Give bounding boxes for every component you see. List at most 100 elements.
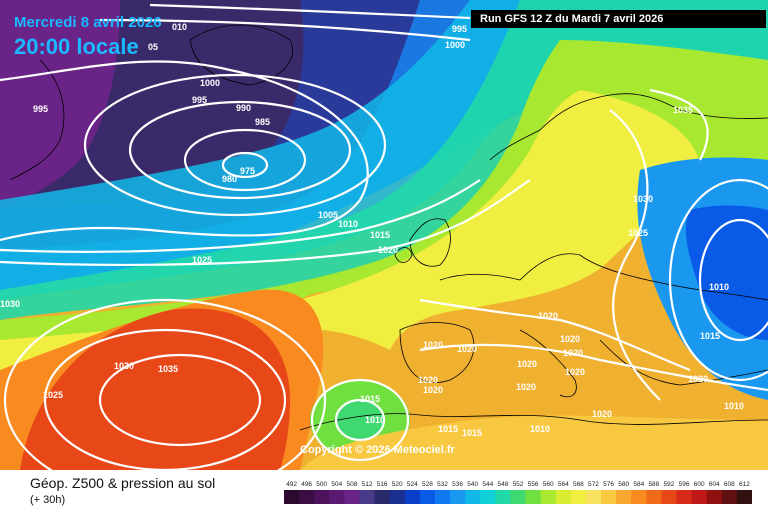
forecast-date: Mercredi 8 avril 2026	[14, 14, 162, 31]
isobar-label: 975	[240, 166, 255, 176]
scale-tick-label: 576	[603, 481, 614, 488]
scale-swatch	[646, 490, 662, 504]
scale-swatch	[450, 490, 466, 504]
scale-swatch	[601, 490, 617, 504]
scale-swatch	[434, 490, 451, 504]
isobar-label: 995	[33, 104, 48, 114]
scale-tick-label: 524	[407, 481, 418, 488]
scale-swatch	[404, 490, 421, 504]
isobar-label: 1020	[516, 382, 536, 392]
scale-swatch	[359, 490, 376, 504]
isobar-label: 1025	[43, 390, 63, 400]
isobar-label: 1015	[360, 394, 380, 404]
scale-tick-label: 532	[437, 481, 448, 488]
scale-swatch	[661, 490, 678, 504]
scale-tick-label: 600	[694, 481, 705, 488]
scale-tick-label: 608	[724, 481, 735, 488]
isobar-label: 1015	[370, 230, 390, 240]
isobar-label: 995	[192, 95, 207, 105]
scale-tick-label: 568	[573, 481, 584, 488]
isobar-label: 1020	[688, 374, 708, 384]
scale-tick-label: 564	[558, 481, 569, 488]
isobar-label: 1020	[378, 245, 398, 255]
isobar-label: 1010	[724, 401, 744, 411]
scale-swatch	[616, 490, 632, 504]
isobar-label: 995	[452, 24, 467, 34]
scale-swatch	[314, 490, 330, 504]
isobar-label: 1010	[365, 415, 385, 425]
scale-tick-label: 520	[392, 481, 403, 488]
isobar-label: 1030	[633, 194, 653, 204]
scale-tick-label: 504	[331, 481, 342, 488]
scale-swatch	[721, 490, 738, 504]
isobar-label: 1020	[592, 409, 612, 419]
map-title: Géop. Z500 & pression au sol	[30, 475, 216, 491]
scale-swatch	[495, 490, 511, 504]
isobar-label: 1030	[0, 299, 20, 309]
scale-swatch	[706, 490, 723, 504]
isobar-label: 1035	[158, 364, 178, 374]
scale-tick-label: 512	[362, 481, 373, 488]
scale-swatch	[344, 490, 360, 504]
isobar-label: 010	[172, 22, 187, 32]
scale-tick-label: 588	[648, 481, 659, 488]
scale-tick-label: 496	[301, 481, 312, 488]
scale-swatch	[540, 490, 557, 504]
scale-tick-label: 516	[377, 481, 388, 488]
scale-tick-label: 572	[588, 481, 599, 488]
scale-tick-label: 596	[679, 481, 690, 488]
isobar-label: 990	[236, 103, 251, 113]
scale-tick-label: 592	[664, 481, 675, 488]
forecast-time: 20:00 locale	[14, 34, 139, 59]
forecast-offset: (+ 30h)	[30, 494, 66, 506]
isobar-label: 1025	[192, 255, 212, 265]
scale-swatch	[419, 490, 436, 504]
isobar-label: 1020	[517, 359, 537, 369]
isobar-label: 1005	[318, 210, 338, 220]
isobar-label: 1015	[462, 428, 482, 438]
isobar-label: 1020	[423, 340, 443, 350]
isobar-label: 985	[255, 117, 270, 127]
isobar-label: 1000	[445, 40, 465, 50]
isobar-label: 05	[148, 42, 158, 52]
isobar-label: 1025	[628, 228, 648, 238]
scale-tick-label: 556	[528, 481, 539, 488]
isobar-label: 1010	[709, 282, 729, 292]
copyright: Copyright © 2026 Meteociel.fr	[300, 444, 455, 456]
scale-swatch	[525, 490, 542, 504]
isobar-label: 1010	[530, 424, 550, 434]
isobar-label: 1030	[114, 361, 134, 371]
scale-swatch	[736, 490, 752, 504]
scale-swatch	[676, 490, 693, 504]
scale-swatch	[284, 490, 300, 504]
scale-tick-label: 584	[633, 481, 644, 488]
isobar-label: 1020	[563, 348, 583, 358]
isobar-label: 1035	[673, 105, 693, 115]
scale-swatch	[555, 490, 572, 504]
isobar-label: 1020	[423, 385, 443, 395]
scale-tick-label: 540	[467, 481, 478, 488]
scale-tick-label: 492	[286, 481, 297, 488]
isobar-label: 1010	[338, 219, 358, 229]
isobar-label: 1015	[438, 424, 458, 434]
scale-swatch	[510, 490, 527, 504]
isobar-label: 1000	[200, 78, 220, 88]
scale-tick-label: 560	[543, 481, 554, 488]
scale-tick-label: 552	[513, 481, 524, 488]
scale-swatch	[570, 490, 587, 504]
scale-swatch	[480, 490, 496, 504]
isobar-label: 1020	[457, 344, 477, 354]
scale-tick-label: 528	[422, 481, 433, 488]
scale-tick-label: 604	[709, 481, 720, 488]
scale-swatch	[691, 490, 708, 504]
scale-tick-label: 500	[316, 481, 327, 488]
scale-tick-label: 548	[497, 481, 508, 488]
scale-swatch	[631, 490, 647, 504]
scale-swatch	[389, 490, 406, 504]
scale-swatch	[299, 490, 315, 504]
scale-tick-label: 544	[482, 481, 493, 488]
isobar-label: 980	[222, 174, 237, 184]
isobar-label: 1020	[538, 311, 558, 321]
scale-swatch	[465, 490, 481, 504]
color-scale-legend: 492 496 500 504 508 512 516 520 524 528 532 536 540 5…	[284, 481, 752, 504]
